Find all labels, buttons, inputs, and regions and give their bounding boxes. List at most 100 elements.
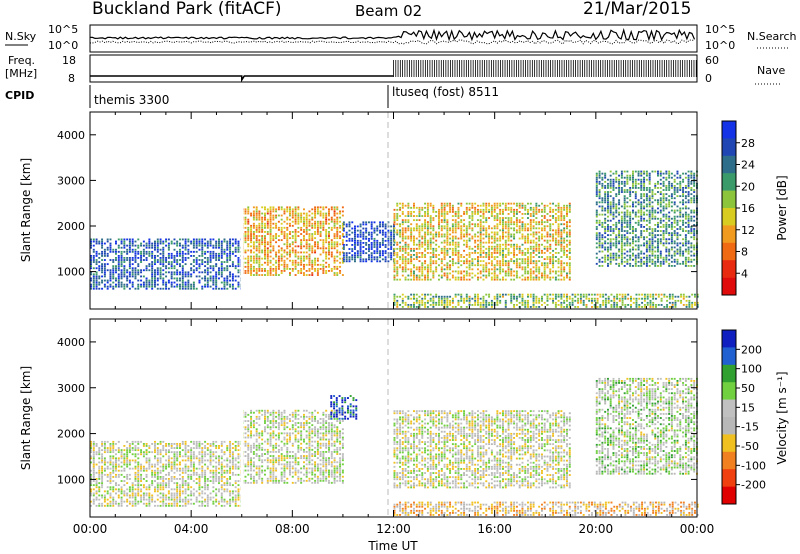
heatmap-cell: [532, 225, 535, 228]
heatmap-cell: [662, 205, 665, 208]
heatmap-cell: [250, 226, 253, 229]
heatmap-cell: [272, 218, 275, 221]
heatmap-cell: [418, 206, 421, 209]
heatmap-cell: [266, 247, 269, 250]
heatmap-cell: [457, 254, 460, 256]
heatmap-cell: [303, 216, 305, 219]
heatmap-cell: [488, 237, 491, 240]
heatmap-cell: [90, 255, 92, 257]
heatmap-cell: [328, 270, 330, 272]
heatmap-cell: [529, 221, 532, 224]
heatmap-cell: [128, 281, 131, 284]
heatmap-cell: [339, 257, 342, 260]
heatmap-cell: [291, 224, 294, 227]
heatmap-cell: [482, 204, 485, 207]
heatmap-cell: [117, 255, 120, 257]
heatmap-cell: [418, 268, 421, 271]
heatmap-cell: [477, 295, 479, 298]
heatmap-cell: [457, 202, 460, 205]
heatmap-cell: [640, 250, 643, 253]
heatmap-cell: [479, 225, 482, 228]
heatmap-cell: [418, 304, 421, 306]
heatmap-cell: [632, 180, 634, 183]
heatmap-cell: [632, 174, 634, 177]
heatmap-cell: [507, 274, 510, 277]
heatmap-cell: [98, 277, 101, 280]
heatmap-cell: [333, 222, 336, 225]
heatmap-cell: [237, 246, 240, 249]
heatmap-cell: [651, 258, 654, 261]
heatmap-cell: [266, 233, 269, 235]
heatmap-cell: [275, 233, 278, 235]
heatmap-cell: [460, 237, 463, 240]
heatmap-cell: [673, 189, 676, 191]
heatmap-cell: [524, 254, 527, 256]
heatmap-cell: [682, 191, 685, 193]
heatmap-cell: [418, 231, 421, 234]
heatmap-cell: [643, 205, 646, 208]
heatmap-cell: [648, 250, 651, 253]
heatmap-cell: [269, 210, 272, 213]
heatmap-cell: [527, 239, 529, 242]
heatmap-cell: [384, 239, 387, 242]
heatmap-cell: [131, 271, 134, 274]
heatmap-cell: [507, 249, 510, 252]
heatmap-cell: [95, 238, 98, 241]
heatmap-cell: [151, 287, 154, 290]
heatmap-cell: [538, 208, 541, 211]
heatmap-cell: [142, 248, 145, 251]
heatmap-cell: [563, 215, 566, 217]
heatmap-cell: [229, 240, 232, 243]
heatmap-cell: [226, 283, 229, 286]
heatmap-cell: [192, 281, 195, 284]
heatmap-cell: [424, 295, 427, 298]
heatmap-cell: [322, 247, 325, 250]
heatmap-cell: [432, 256, 435, 258]
heatmap-cell: [167, 271, 170, 274]
heatmap-cell: [690, 211, 693, 214]
heatmap-cell: [179, 285, 181, 288]
heatmap-cell: [162, 281, 165, 284]
heatmap-cell: [538, 231, 541, 234]
heatmap-cell: [390, 229, 393, 232]
heatmap-cell: [244, 257, 247, 260]
heatmap-cell: [319, 220, 322, 223]
heatmap-cell: [291, 231, 294, 233]
heatmap-cell: [373, 250, 376, 253]
heatmap-cell: [493, 219, 496, 222]
heatmap-cell: [90, 257, 92, 259]
heatmap-cell: [250, 212, 253, 215]
heatmap-cell: [454, 247, 457, 250]
heatmap-cell: [187, 285, 190, 288]
heatmap-cell: [499, 252, 502, 254]
heatmap-cell: [92, 283, 95, 286]
heatmap-cell: [443, 254, 446, 256]
heatmap-cell: [305, 231, 308, 233]
heatmap-cell: [543, 239, 546, 242]
heatmap-cell: [266, 210, 269, 213]
heatmap-cell: [670, 228, 673, 230]
heatmap-cell: [269, 218, 272, 221]
heatmap-cell: [356, 229, 359, 232]
heatmap-cell: [673, 215, 676, 218]
heatmap-cell: [303, 255, 305, 258]
heatmap-cell: [255, 259, 258, 262]
heatmap-cell: [648, 226, 651, 228]
heatmap-cell: [106, 240, 109, 243]
heatmap-cell: [418, 245, 421, 248]
heatmap-cell: [112, 271, 115, 274]
heatmap-cell: [690, 236, 693, 239]
heatmap-cell: [209, 277, 212, 280]
heatmap-cell: [396, 241, 399, 244]
heatmap-cell: [485, 231, 488, 234]
heatmap-cell: [454, 219, 457, 222]
heatmap-cell: [563, 247, 566, 250]
heatmap-cell: [261, 274, 264, 276]
heatmap-cell: [418, 213, 421, 215]
heatmap-cell: [187, 250, 190, 253]
heatmap-cell: [101, 279, 104, 282]
heatmap-cell: [607, 246, 609, 249]
heatmap-cell: [598, 232, 601, 235]
noise-search-label: N.Search: [747, 30, 797, 43]
heatmap-cell: [294, 239, 297, 242]
